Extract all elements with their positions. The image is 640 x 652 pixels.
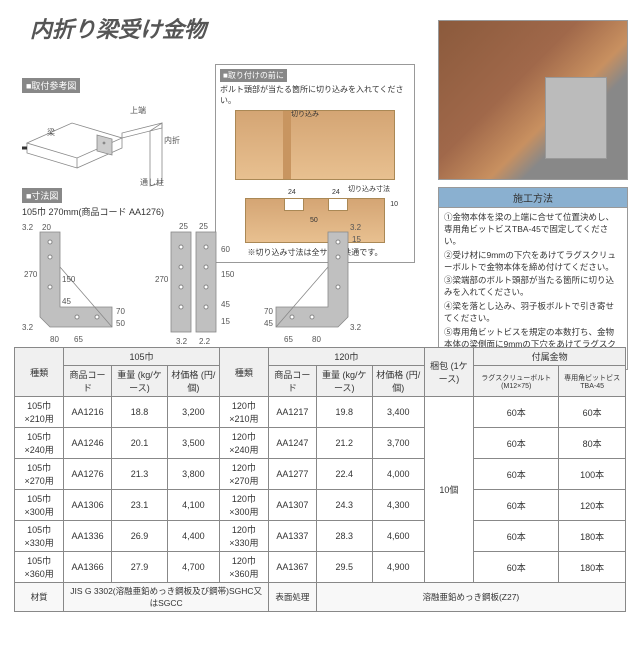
svg-text:3.2: 3.2: [22, 323, 34, 332]
svg-text:25: 25: [179, 222, 188, 231]
dim-label: ■寸法図: [22, 188, 62, 203]
ref-label: ■取付参考図: [22, 78, 80, 93]
th-pack: 梱包 (1ケース): [424, 348, 474, 397]
th-acc: 付属金物: [474, 348, 626, 366]
pack-cell: 10個: [424, 397, 474, 583]
bracket-front-view: 25 25 60 150 270 45 15 3.2 2.2: [141, 222, 246, 347]
svg-text:内折: 内折: [164, 135, 180, 145]
svg-text:2.2: 2.2: [199, 337, 211, 346]
th-screw: 専用角ビットビス TBA-45: [559, 366, 626, 397]
step-1: ①金物本体を梁の上端に合せて位置決めし、専用角ビットビスTBA-45で固定してく…: [444, 212, 622, 248]
th-lag: ラグスクリューボルト (M12×75): [474, 366, 559, 397]
prep-title: ■取り付けの前に: [220, 69, 287, 82]
svg-text:3.2: 3.2: [176, 337, 188, 346]
th-code2: 商品コード: [269, 366, 317, 397]
mat-label: 材質: [15, 583, 64, 612]
mat-value: JIS G 3302(溶融亜鉛めっき鋼板及び鋼帯)SGHC又はSGCC: [64, 583, 269, 612]
svg-text:45: 45: [62, 297, 71, 306]
svg-text:150: 150: [221, 270, 235, 279]
table-row: 105巾×270用AA127621.33,800120巾×270用AA12772…: [15, 459, 626, 490]
svg-text:70: 70: [264, 307, 273, 316]
svg-text:65: 65: [284, 335, 293, 344]
product-photo: [438, 20, 628, 180]
dimension-section: ■寸法図 105巾 270mm(商品コード AA1276) 3.2 20 270 1…: [22, 188, 432, 347]
svg-text:3.2: 3.2: [350, 223, 362, 232]
th-type: 種類: [15, 348, 64, 397]
table-row: 105巾×360用AA136627.94,700120巾×360用AA13672…: [15, 552, 626, 583]
svg-text:3.2: 3.2: [350, 323, 362, 332]
th-code1: 商品コード: [64, 366, 112, 397]
svg-text:150: 150: [62, 275, 76, 284]
svg-text:20: 20: [42, 223, 51, 232]
svg-text:70: 70: [116, 307, 125, 316]
svg-text:60: 60: [221, 245, 230, 254]
svg-text:80: 80: [50, 335, 59, 344]
prep-text: ボルト頭部が当たる箇所に切り込みを入れてください。: [220, 84, 410, 106]
table-row: 105巾×330用AA133626.94,400120巾×330用AA13372…: [15, 521, 626, 552]
reference-diagram: ■取付参考図 梁 上端 内折 通し柱: [22, 78, 202, 191]
th-type2: 種類: [219, 348, 268, 397]
svg-text:65: 65: [74, 335, 83, 344]
svg-text:80: 80: [312, 335, 321, 344]
svg-text:25: 25: [199, 222, 208, 231]
th-weight2: 重量 (kg/ケース): [316, 366, 372, 397]
svg-text:通し柱: 通し柱: [140, 177, 164, 187]
table-row: 105巾×210用AA121618.83,200120巾×210用AA12171…: [15, 397, 626, 428]
svg-text:15: 15: [221, 317, 230, 326]
th-120: 120巾: [269, 348, 425, 366]
installation-header: 施工方法: [439, 188, 627, 208]
installation-box: 施工方法 ①金物本体を梁の上端に合せて位置決めし、専用角ビットビスTBA-45で…: [438, 187, 628, 370]
surf-value: 溶融亜鉛めっき鋼板(Z27): [316, 583, 625, 612]
table-row: 105巾×300用AA130623.14,100120巾×300用AA13072…: [15, 490, 626, 521]
svg-text:3.2: 3.2: [22, 223, 34, 232]
svg-text:上端: 上端: [130, 105, 146, 115]
installation-steps: ①金物本体を梁の上端に合せて位置決めし、専用角ビットビスTBA-45で固定してく…: [439, 208, 627, 369]
bracket-rear-view: 3.2 15 70 45 3.2 65 80: [260, 222, 365, 347]
svg-text:270: 270: [155, 275, 169, 284]
bracket-side-view: 3.2 20 270 150 45 70 50 3.2 80 65: [22, 222, 127, 347]
svg-text:45: 45: [264, 319, 273, 328]
spec-table: 種類 105巾 種類 120巾 梱包 (1ケース) 付属金物 商品コード 重量 …: [14, 347, 626, 612]
step-3: ③梁端部のボルト頭部が当たる箇所に切り込みを入れてください。: [444, 275, 622, 299]
th-105: 105巾: [64, 348, 220, 366]
svg-text:45: 45: [221, 300, 230, 309]
prep-wood-diagram: 切り込み: [235, 110, 395, 180]
svg-text:270: 270: [24, 270, 38, 279]
table-row: 105巾×240用AA124620.13,500120巾×240用AA12472…: [15, 428, 626, 459]
notch-label-1: 切り込み: [291, 109, 319, 119]
step-2: ②受け材に9mmの下穴をあけてラグスクリューボルトで金物本体を締め付けてください…: [444, 250, 622, 274]
step-4: ④梁を落とし込み、羽子板ボルトで引き寄せてください。: [444, 301, 622, 325]
th-price1: 材価格 (円/個): [168, 366, 220, 397]
th-weight1: 重量 (kg/ケース): [111, 366, 167, 397]
th-price2: 材価格 (円/個): [372, 366, 424, 397]
surf-label: 表面処理: [269, 583, 317, 612]
dim-sub: 105巾 270mm(商品コード AA1276): [22, 205, 432, 218]
svg-text:15: 15: [352, 235, 361, 244]
svg-text:50: 50: [116, 319, 125, 328]
svg-text:梁: 梁: [47, 128, 55, 137]
